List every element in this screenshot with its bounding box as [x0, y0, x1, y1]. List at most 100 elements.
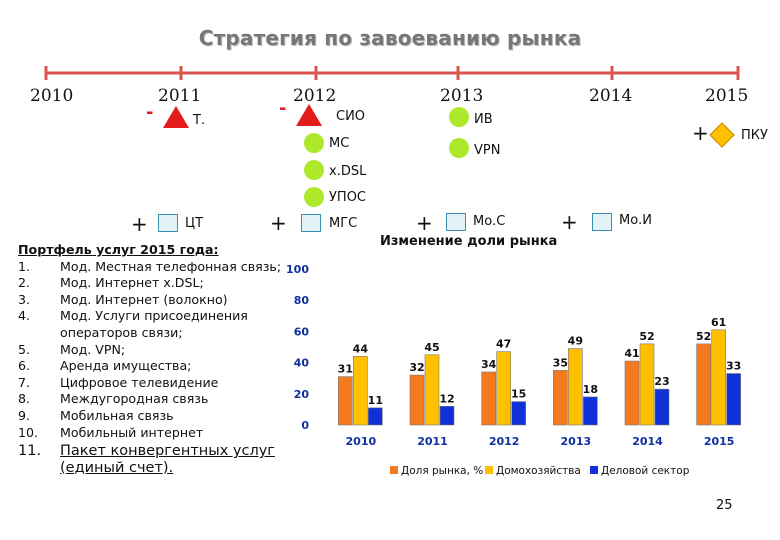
data-label: 44 — [353, 342, 369, 355]
y-tick-label: 40 — [294, 357, 310, 370]
data-label: 35 — [553, 356, 568, 369]
list-item: 5. Мод. VPN; — [18, 342, 288, 359]
data-label: 18 — [583, 383, 598, 396]
list-item-text: Мобильный интернет — [60, 424, 204, 440]
portfolio-list: Портфель услуг 2015 года: 1. Мод. Местная… — [18, 242, 288, 477]
circle-icon — [449, 138, 469, 158]
y-tick-label: 0 — [301, 419, 309, 432]
list-item-number: 3. — [18, 291, 31, 307]
bar-households — [424, 354, 440, 426]
list-item-number: 5. — [18, 341, 31, 357]
bar-business — [726, 373, 741, 426]
page-title: Стратегия по завоеванию рынка — [198, 26, 582, 50]
data-label: 33 — [726, 360, 741, 373]
year-label-2012: 2012 — [293, 86, 337, 106]
list-item-number: 9. — [18, 407, 31, 423]
list-item-text: Междугородная связь — [60, 391, 209, 407]
list-item-number: 11. — [18, 443, 42, 460]
square-icon — [446, 213, 466, 231]
year-label-2015: 2015 — [705, 86, 749, 106]
x-tick-label: 2010 — [346, 435, 377, 448]
list-item-text: Цифровое телевидение — [60, 374, 219, 390]
x-tick-label: 2015 — [704, 435, 735, 448]
bar-households — [568, 348, 583, 426]
legend-label: Деловой сектор — [601, 465, 690, 477]
bar-business — [654, 388, 670, 426]
list-item: 1. Мод. Местная телефонная связь; — [18, 259, 288, 276]
timeline — [44, 66, 740, 80]
bar-households — [353, 356, 368, 426]
square-icon — [301, 214, 321, 232]
year-label-2014: 2014 — [589, 86, 633, 106]
list-item-number: 8. — [18, 391, 31, 407]
year-label-2011: 2011 — [158, 86, 202, 106]
data-label: 34 — [481, 358, 497, 371]
marker-label-iv: ИВ — [474, 112, 493, 127]
legend-label: Домохозяйства — [496, 465, 581, 477]
plus-sign: + — [416, 211, 433, 235]
x-tick-label: 2014 — [632, 435, 663, 448]
list-item-text: Мод. VPN; — [60, 341, 126, 357]
bar-market-share — [553, 370, 568, 426]
data-label: 11 — [368, 394, 383, 407]
data-label: 32 — [409, 361, 424, 374]
list-item-text: Мод. Интернет x.DSL; — [60, 275, 204, 291]
list-item: 8. Междугородная связь — [18, 391, 288, 408]
list-item: 3. Мод. Интернет (волокно) — [18, 292, 288, 309]
circle-icon — [449, 107, 469, 127]
x-tick-label: 2011 — [417, 435, 448, 448]
list-item-text: Мобильная связь — [60, 407, 174, 423]
data-label: 49 — [568, 335, 583, 348]
marker-label-cht: ЦТ — [185, 216, 204, 231]
marker-label-upos: УПОС — [329, 190, 367, 205]
list-item-number: 1. — [18, 258, 31, 274]
data-label: 52 — [696, 330, 711, 343]
list-item-number: 6. — [18, 358, 31, 374]
bar-households — [496, 351, 511, 426]
bar-market-share — [481, 371, 496, 426]
bar-market-share — [409, 374, 425, 426]
bar-market-share — [696, 343, 711, 426]
list-item-text: Аренда имущества; — [60, 358, 192, 374]
y-tick-label: 100 — [286, 263, 309, 276]
list-item-number: 4. — [18, 308, 31, 324]
list-item-text: Мод. Услуги присоединения операторов свя… — [60, 308, 248, 340]
circle-icon — [304, 160, 324, 180]
marker-label-moi: Мо.И — [619, 213, 653, 228]
triangle-icon — [296, 104, 322, 126]
x-tick-label: 2012 — [489, 435, 520, 448]
list-item: 4. Мод. Услуги присоединения операторов с… — [18, 308, 288, 341]
year-label-2013: 2013 — [440, 86, 484, 106]
data-label: 47 — [496, 338, 511, 351]
list-item: 11. Пакет конвергентных услуг (единый сче… — [18, 443, 288, 477]
list-item: 9. Мобильная связь — [18, 408, 288, 425]
minus-sign: - — [146, 102, 154, 123]
marker-label-vpn: VPN — [474, 143, 501, 158]
bar-market-share — [624, 360, 640, 426]
legend-swatch — [590, 466, 598, 474]
legend-swatch — [390, 466, 398, 474]
data-label: 61 — [711, 316, 726, 329]
x-tick-label: 2013 — [561, 435, 592, 448]
data-label: 12 — [439, 392, 454, 405]
data-label: 31 — [338, 363, 353, 376]
list-item: 7. Цифровое телевидение — [18, 375, 288, 392]
legend-swatch — [485, 466, 493, 474]
marker-label-xdsl: x.DSL — [329, 164, 367, 179]
marker-label-mgs: МГС — [329, 216, 358, 231]
list-item-text: Мод. Интернет (волокно) — [60, 291, 228, 307]
triangle-icon — [163, 106, 189, 128]
data-label: 45 — [424, 341, 439, 354]
marker-label-mc: МС — [329, 136, 350, 151]
bar-business — [583, 396, 598, 426]
bar-business — [439, 405, 455, 426]
diamond-icon — [709, 122, 735, 148]
marker-label-t: Т. — [193, 113, 206, 128]
marker-label-moc: Мо.С — [473, 214, 506, 229]
bar-business — [368, 407, 383, 426]
list-item-number: 7. — [18, 374, 31, 390]
minus-sign: - — [279, 98, 287, 119]
bar-households — [639, 343, 655, 426]
y-tick-label: 80 — [294, 294, 310, 307]
